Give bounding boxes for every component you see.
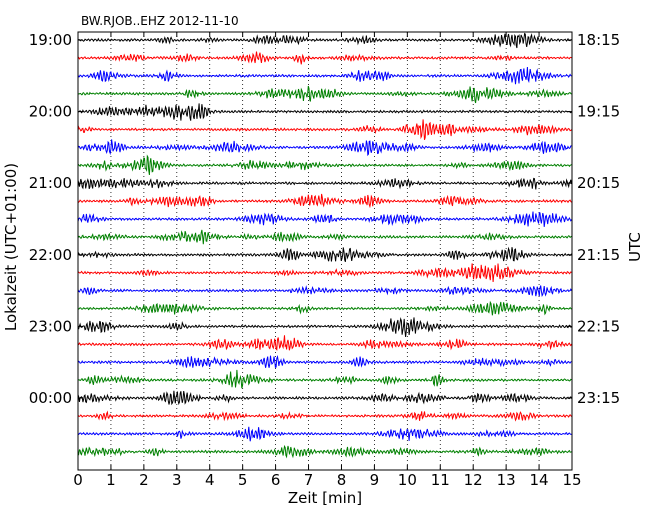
y-tick-label-right: 22:15 [577, 317, 620, 335]
x-tick-label: 4 [205, 471, 215, 489]
seismic-trace [77, 51, 572, 65]
seismic-trace [77, 300, 572, 316]
left-axis-ticks: 19:00 20:00 21:00 22:00 23:00 00:00 [29, 31, 83, 407]
seismic-trace [77, 139, 572, 157]
seismic-trace [77, 177, 572, 190]
y-tick-label-left: 21:00 [29, 174, 72, 192]
x-tick-label: 15 [562, 471, 581, 489]
x-tick-label: 0 [73, 471, 83, 489]
seismic-trace [77, 229, 572, 245]
y-tick-label-left: 00:00 [29, 389, 72, 407]
x-tick-label: 12 [464, 471, 483, 489]
x-tick-label: 1 [106, 471, 116, 489]
y-tick-label-right: 23:15 [577, 389, 620, 407]
x-tick-label: 3 [172, 471, 182, 489]
seismic-trace [77, 85, 572, 104]
seismic-trace [77, 285, 572, 298]
x-tick-label: 13 [497, 471, 516, 489]
seismic-trace [77, 119, 572, 140]
chart-title: BW.RJOB..EHZ 2012-11-10 [81, 14, 239, 28]
y-tick-label-right: 18:15 [577, 31, 620, 49]
seismic-trace [77, 67, 572, 85]
x-axis-label: Zeit [min] [288, 489, 362, 507]
seismic-trace [77, 246, 572, 262]
x-tick-label: 11 [431, 471, 450, 489]
y-axis-label-left: Lokalzeit (UTC+01:00) [2, 163, 20, 331]
seismic-trace [77, 263, 572, 282]
seismic-traces [77, 32, 572, 459]
seismic-trace [77, 369, 572, 389]
y-tick-label-right: 19:15 [577, 103, 620, 121]
x-axis-ticks: 0 1 2 3 4 5 6 7 8 9 10 11 12 13 14 15 [73, 32, 582, 489]
seismic-trace [77, 154, 572, 175]
x-tick-label: 5 [238, 471, 248, 489]
x-tick-label: 7 [304, 471, 314, 489]
y-tick-label-left: 22:00 [29, 246, 72, 264]
right-axis-ticks: 18:15 19:15 20:15 21:15 22:15 23:15 [567, 31, 620, 407]
seismic-trace [77, 444, 572, 459]
seismic-trace [77, 410, 572, 422]
x-tick-label: 8 [337, 471, 347, 489]
y-tick-label-left: 19:00 [29, 31, 72, 49]
y-tick-label-left: 20:00 [29, 103, 72, 121]
seismic-trace [77, 32, 572, 49]
x-tick-label: 10 [398, 471, 417, 489]
y-tick-label-right: 21:15 [577, 246, 620, 264]
x-tick-label: 9 [370, 471, 380, 489]
x-tick-label: 14 [530, 471, 549, 489]
x-tick-label: 2 [139, 471, 149, 489]
seismic-trace [77, 335, 572, 351]
y-axis-label-right: UTC [626, 232, 644, 262]
y-tick-label-left: 23:00 [29, 317, 72, 335]
seismic-trace [77, 193, 572, 209]
seismic-trace [77, 211, 572, 227]
plot-frame [77, 31, 573, 471]
seismic-trace [77, 390, 572, 406]
seismic-trace [77, 316, 572, 338]
y-tick-label-right: 20:15 [577, 174, 620, 192]
seismic-trace [77, 354, 572, 369]
seismic-trace [77, 103, 572, 121]
seismic-trace [77, 426, 572, 442]
x-tick-label: 6 [271, 471, 281, 489]
